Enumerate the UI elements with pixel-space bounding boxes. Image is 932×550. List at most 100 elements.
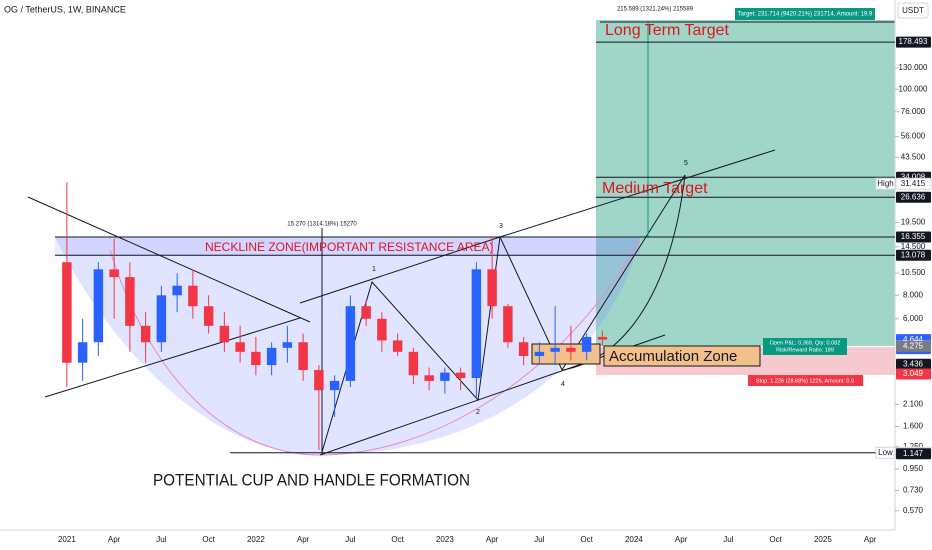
y-tick-label: 10.500 <box>901 268 926 277</box>
y-tick-label: 1.250 <box>903 442 924 451</box>
x-tick-label: Jul <box>534 535 544 544</box>
accumulation-label: Accumulation Zone <box>609 348 737 365</box>
candle-body <box>518 342 529 357</box>
candle-body <box>156 295 167 343</box>
y-tick-label: 0.950 <box>903 464 924 473</box>
price-badge-label: 31.415 <box>901 179 926 188</box>
price-badge <box>896 340 931 352</box>
wave-label: 1 <box>372 266 376 273</box>
x-tick-label: Jul <box>723 535 733 544</box>
y-tick-label: 100.000 <box>899 84 928 93</box>
candle-body <box>235 342 245 352</box>
y-tick-label: 2.100 <box>903 399 924 408</box>
candle-body <box>487 269 497 307</box>
wave-label: 3 <box>499 223 503 230</box>
y-tick-label: 76.000 <box>901 107 926 116</box>
currency: USDT <box>902 6 924 15</box>
y-tick-label: 6.000 <box>903 314 924 323</box>
y-tick-label: 1.600 <box>903 422 924 431</box>
level-tag-box <box>875 446 896 459</box>
pnl-box <box>763 338 847 355</box>
candle-body <box>534 351 545 357</box>
candle-body <box>581 336 592 352</box>
wave-label: 2 <box>476 409 480 416</box>
candle-body <box>140 325 151 343</box>
price-badge <box>895 177 932 190</box>
candle-body <box>392 340 403 352</box>
x-tick-label: Oct <box>391 535 404 544</box>
target-box <box>735 8 875 20</box>
price-badge <box>896 231 931 243</box>
candle-body <box>377 318 387 341</box>
candle-body <box>455 372 466 379</box>
wave-label: 4 <box>561 381 565 388</box>
neckline-label: NECKLINE ZONE(IMPORTANT RESISTANCE AREA) <box>205 240 494 254</box>
y-tick-label: 8.000 <box>903 290 924 299</box>
candle-body <box>298 342 308 371</box>
price-badge-label: 178.493 <box>899 37 928 46</box>
x-tick-label: Apr <box>864 535 877 544</box>
rr-label: Risk/Reward Ratio: 189 <box>776 347 834 353</box>
price-badge-label: 34.008 <box>901 172 926 181</box>
accumulation-label-box <box>603 345 761 367</box>
candle-body <box>62 262 72 363</box>
candle-body <box>345 306 356 381</box>
price-badge <box>896 249 931 261</box>
candle-body <box>93 269 104 343</box>
price-badge-label: 16.355 <box>901 232 926 241</box>
y-tick-label: 130.000 <box>899 63 928 72</box>
price-badge-label: 4.644 <box>903 335 924 344</box>
x-tick-label: Apr <box>675 535 688 544</box>
x-tick-label: 2022 <box>247 535 265 544</box>
candle-body <box>125 277 135 326</box>
y-tick-label: 0.570 <box>903 506 924 515</box>
level-tag: High <box>877 179 893 188</box>
candle-body <box>597 336 608 340</box>
x-tick-label: 2023 <box>436 535 454 544</box>
price-badge-label: 3.049 <box>903 369 924 378</box>
y-tick-label: 43.500 <box>901 152 926 161</box>
price-badge-label: 13.078 <box>901 250 926 259</box>
candle-body <box>440 372 450 381</box>
price-badge-label: 3.436 <box>903 359 924 368</box>
x-tick-label: Oct <box>769 535 782 544</box>
x-tick-label: 2021 <box>58 535 76 544</box>
trend-line <box>44 317 301 398</box>
candle-body <box>282 342 293 348</box>
price-badge <box>896 191 931 203</box>
x-tick-label: 2024 <box>625 535 643 544</box>
candle-body <box>109 269 119 278</box>
candle-body <box>566 347 576 352</box>
candle-body <box>172 285 182 296</box>
x-tick-label: Apr <box>486 535 499 544</box>
candle-body <box>329 380 340 391</box>
candle-body <box>314 370 324 391</box>
measure-label: 15.270 (1314.18%) 15270 <box>287 222 357 228</box>
measure-label: 215.589 (1321.24%) 215589 <box>617 7 694 13</box>
level-tag-box <box>875 177 896 190</box>
target-label: Target: 231.714 (9420.21%) 231714, Amoun… <box>738 12 873 18</box>
pattern-label: POTENTIAL CUP AND HANDLE FORMATION <box>153 470 470 489</box>
price-badge-label: 26.636 <box>901 192 926 201</box>
candle-body <box>550 347 560 352</box>
candle-body <box>203 306 214 326</box>
medium-target: Medium Target <box>602 180 708 197</box>
candle-body <box>219 325 230 343</box>
x-tick-label: Jul <box>156 535 166 544</box>
price-badge <box>896 358 931 370</box>
candle-body <box>188 285 198 307</box>
price-badge-label: 4.275 <box>903 342 924 351</box>
candle-body <box>251 351 261 366</box>
x-tick-label: Oct <box>580 535 593 544</box>
y-tick-label: 0.730 <box>903 486 924 495</box>
candle-body <box>361 306 371 319</box>
candle-body <box>77 342 88 363</box>
price-badge <box>896 36 931 48</box>
target-zone <box>596 20 895 346</box>
candle-body <box>266 347 277 366</box>
x-tick-label: Jul <box>345 535 355 544</box>
stop-label: Stop: 1.226 (28.68%) 1226, Amount: 0.9 <box>756 378 854 384</box>
candle-body <box>503 306 513 343</box>
price-badge <box>896 368 931 380</box>
